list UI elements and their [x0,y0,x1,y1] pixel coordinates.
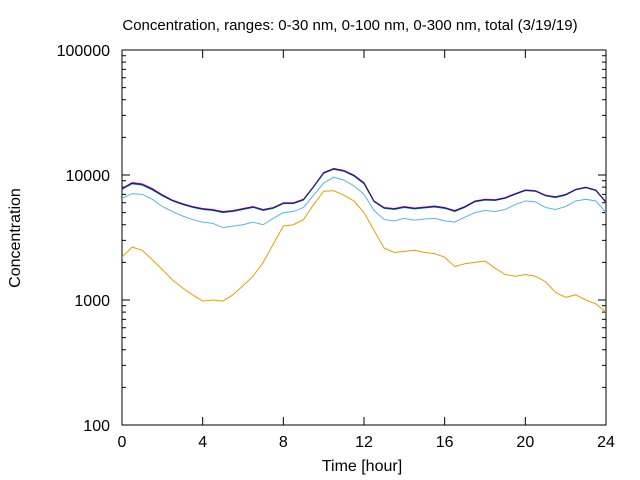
series-line-4 [121,167,607,213]
x-tick-label: 12 [355,434,373,451]
x-tick-label: 24 [597,434,615,451]
x-tick-label: 16 [436,434,454,451]
chart-title: Concentration, ranges: 0-30 nm, 0-100 nm… [122,17,577,34]
series-line-1 [121,190,607,313]
plot-area: 0 4 8 12 16 20 24 100 1000 10000 100000 [57,43,615,451]
x-tick-label: 4 [198,434,207,451]
y-tick-label: 10000 [66,168,111,185]
y-tick-label: 1000 [74,293,110,310]
y-tick-label: 100000 [57,43,110,60]
series-line-2 [121,176,607,229]
series-line-5 [121,168,607,213]
y-tick-label: 100 [83,418,110,435]
x-tick-label: 20 [516,434,534,451]
x-tick-label: 8 [279,434,288,451]
y-axis-title: Concentration [7,188,24,288]
x-tick-label: 0 [118,434,127,451]
x-axis-title: Time [hour] [322,458,402,475]
plot-frame [121,49,607,426]
